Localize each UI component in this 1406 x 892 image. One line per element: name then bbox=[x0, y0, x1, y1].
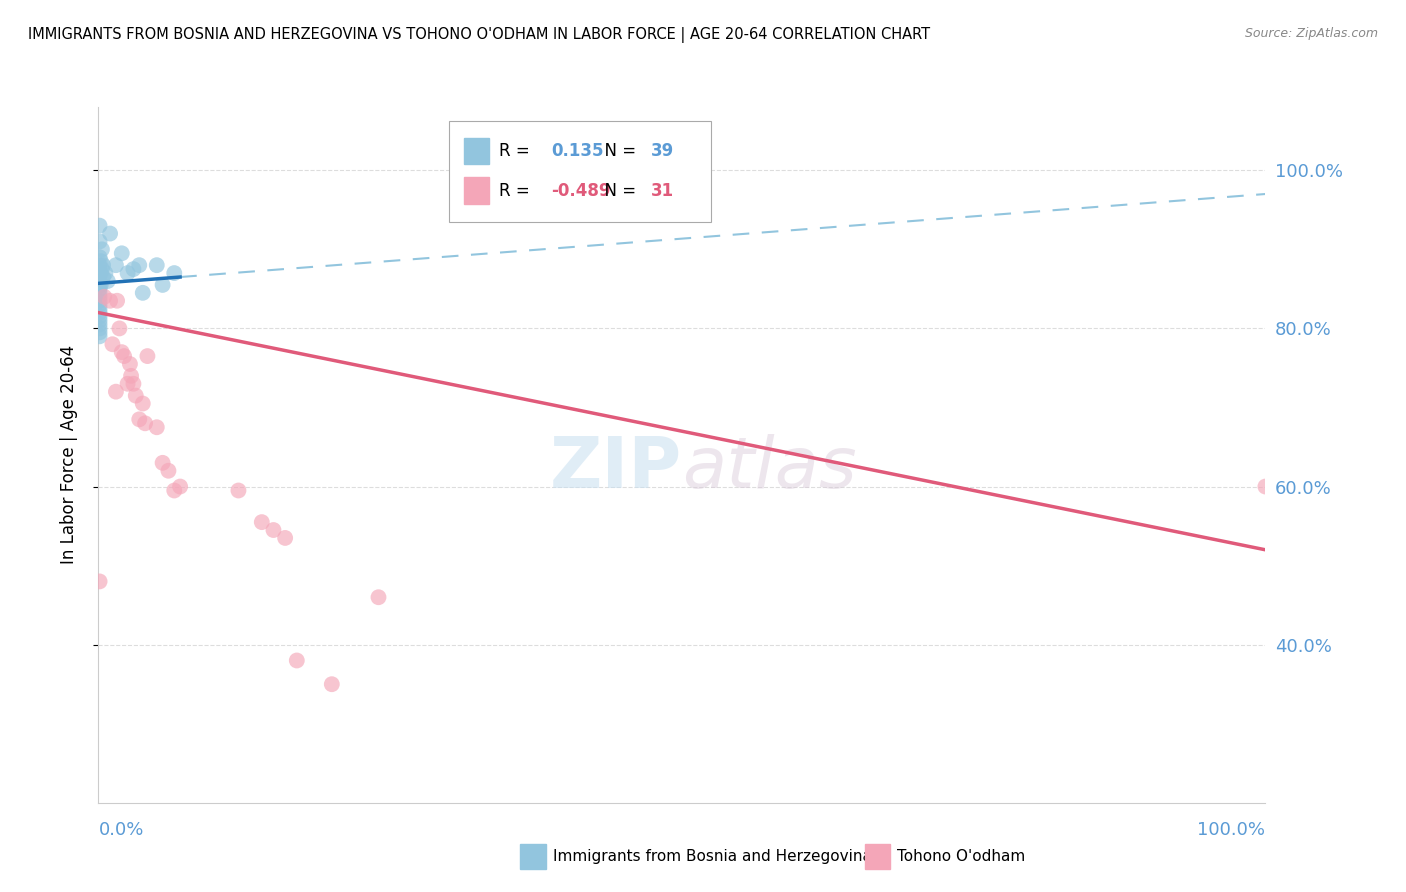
Point bbox=[98, 293, 121, 308]
Point bbox=[112, 349, 135, 363]
Point bbox=[89, 318, 111, 332]
Point bbox=[89, 298, 111, 312]
Point bbox=[152, 456, 174, 470]
Point bbox=[125, 389, 148, 403]
Point bbox=[98, 227, 121, 241]
Point bbox=[89, 258, 111, 272]
Point bbox=[136, 349, 159, 363]
Text: 100.0%: 100.0% bbox=[1198, 821, 1265, 838]
Point bbox=[128, 412, 150, 426]
Point bbox=[117, 266, 139, 280]
Point bbox=[89, 235, 111, 249]
Point bbox=[104, 384, 127, 399]
Text: R =: R = bbox=[499, 182, 534, 200]
Point bbox=[122, 262, 145, 277]
Point bbox=[163, 266, 186, 280]
Point bbox=[118, 357, 141, 371]
Text: Immigrants from Bosnia and Herzegovina: Immigrants from Bosnia and Herzegovina bbox=[553, 849, 872, 863]
Text: R =: R = bbox=[499, 142, 534, 160]
Y-axis label: In Labor Force | Age 20-64: In Labor Force | Age 20-64 bbox=[59, 345, 77, 565]
Point bbox=[89, 574, 111, 589]
Text: N =: N = bbox=[595, 182, 641, 200]
Point bbox=[120, 368, 142, 383]
Text: Source: ZipAtlas.com: Source: ZipAtlas.com bbox=[1244, 27, 1378, 40]
Point bbox=[228, 483, 250, 498]
Point bbox=[111, 246, 134, 260]
Point bbox=[89, 219, 111, 233]
Point bbox=[262, 523, 284, 537]
Point bbox=[132, 396, 155, 410]
Point bbox=[132, 285, 155, 300]
Point bbox=[169, 479, 191, 493]
Text: 0.135: 0.135 bbox=[551, 142, 603, 160]
Text: IMMIGRANTS FROM BOSNIA AND HERZEGOVINA VS TOHONO O'ODHAM IN LABOR FORCE | AGE 20: IMMIGRANTS FROM BOSNIA AND HERZEGOVINA V… bbox=[28, 27, 931, 43]
Point bbox=[105, 293, 128, 308]
Point bbox=[90, 262, 112, 277]
Point bbox=[152, 277, 174, 292]
Point bbox=[89, 282, 111, 296]
Point bbox=[163, 483, 186, 498]
Point bbox=[89, 326, 111, 340]
Point bbox=[89, 305, 111, 319]
Point bbox=[89, 266, 111, 280]
Point bbox=[89, 329, 111, 343]
Point bbox=[367, 591, 389, 605]
Point bbox=[90, 254, 112, 268]
Point bbox=[89, 321, 111, 335]
Point bbox=[89, 313, 111, 327]
Text: N =: N = bbox=[595, 142, 641, 160]
Point bbox=[89, 301, 111, 316]
Point bbox=[117, 376, 139, 391]
Point bbox=[89, 290, 111, 304]
Point bbox=[89, 310, 111, 324]
Point bbox=[89, 250, 111, 264]
Text: 39: 39 bbox=[651, 142, 673, 160]
Bar bbox=[464, 137, 489, 164]
Point bbox=[122, 376, 145, 391]
Point bbox=[91, 270, 114, 285]
Point bbox=[90, 266, 112, 280]
Point bbox=[146, 420, 169, 434]
FancyBboxPatch shape bbox=[449, 121, 711, 222]
Point bbox=[157, 464, 180, 478]
Point bbox=[1254, 479, 1277, 493]
Point bbox=[90, 243, 112, 257]
Point bbox=[274, 531, 297, 545]
Text: 0.0%: 0.0% bbox=[98, 821, 143, 838]
Point bbox=[146, 258, 169, 272]
Point bbox=[89, 277, 111, 292]
Point bbox=[285, 653, 308, 667]
Point bbox=[108, 321, 131, 335]
Point bbox=[91, 258, 114, 272]
Point bbox=[90, 277, 112, 292]
Point bbox=[128, 258, 150, 272]
Text: 31: 31 bbox=[651, 182, 673, 200]
Point bbox=[111, 345, 134, 359]
Point bbox=[134, 417, 156, 431]
Point bbox=[94, 266, 117, 280]
Point bbox=[89, 285, 111, 300]
Point bbox=[104, 258, 127, 272]
Point bbox=[250, 515, 273, 529]
Text: atlas: atlas bbox=[682, 434, 856, 503]
Bar bbox=[464, 178, 489, 203]
Point bbox=[89, 293, 111, 308]
Text: Tohono O'odham: Tohono O'odham bbox=[897, 849, 1025, 863]
Point bbox=[93, 290, 115, 304]
Point bbox=[97, 274, 120, 288]
Point bbox=[89, 274, 111, 288]
Text: -0.489: -0.489 bbox=[551, 182, 610, 200]
Point bbox=[321, 677, 343, 691]
Text: ZIP: ZIP bbox=[550, 434, 682, 503]
Point bbox=[101, 337, 124, 351]
